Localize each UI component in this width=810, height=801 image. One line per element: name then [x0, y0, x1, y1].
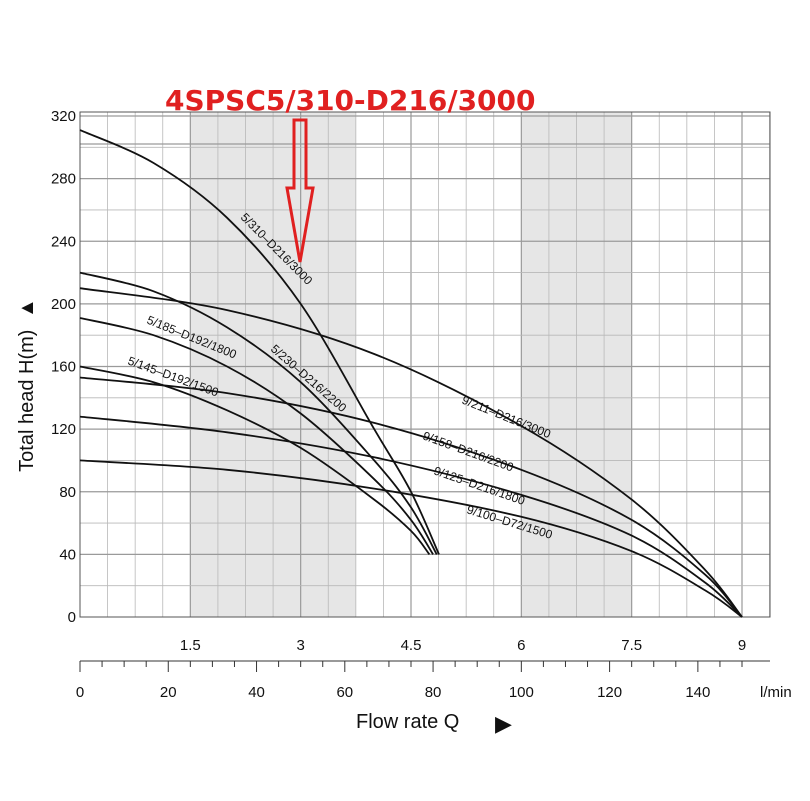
y-tick-label: 120: [51, 421, 76, 438]
x-tick-label-bottom: 120: [597, 684, 622, 701]
x-tick-label-top: 1.5: [180, 637, 201, 654]
x-axis-arrow-icon: ▶: [495, 712, 512, 737]
curve-1: [79, 271, 438, 555]
curve-2: [79, 317, 434, 555]
plot-border: [79, 111, 771, 618]
x-axis-label: Flow rate Q: [356, 711, 459, 733]
x-tick-label-bottom: 60: [336, 684, 353, 701]
y-tick-label: 320: [51, 108, 76, 125]
y-tick-label: 0: [68, 609, 76, 626]
y-axis-label: Total head H(m) ▲: [16, 298, 38, 472]
x-tick-label-bottom: 40: [248, 684, 265, 701]
x-tick-label-top: 4.5: [401, 637, 422, 654]
performance-curves: [79, 129, 743, 618]
x-tick-label-bottom: 0: [76, 684, 84, 701]
y-tick-label: 240: [51, 233, 76, 250]
x-tick-label-bottom: 80: [425, 684, 442, 701]
x-tick-label-bottom: 100: [509, 684, 534, 701]
x-axis-unit-lmin: l/min: [760, 684, 792, 701]
x-tick-labels-lmin: 0 20 40 60 80 100 120 140: [76, 684, 711, 701]
x-tick-label-top: 9: [738, 637, 746, 654]
x-tick-label-bottom: 20: [160, 684, 177, 701]
model-title: 4SPSC5/310-D216/3000: [165, 84, 536, 117]
x-tick-label-bottom: 140: [685, 684, 710, 701]
y-tick-label: 40: [59, 546, 76, 563]
y-axis-label-text: Total head H(m): [16, 330, 38, 472]
annotation-arrow: [285, 118, 315, 263]
x-tick-label-top: 7.5: [621, 637, 642, 654]
x-tick-labels-m3h: 1.5 3 4.5 6 7.5 9: [180, 637, 746, 654]
x-tick-label-top: 3: [296, 637, 304, 654]
curve-6: [79, 415, 743, 618]
curve-7: [79, 459, 743, 618]
y-tick-label: 200: [51, 296, 76, 313]
y-tick-label: 280: [51, 171, 76, 188]
y-tick-labels: 0 40 80 120 160 200 240 280 320: [51, 108, 76, 626]
plot-frame: [79, 111, 771, 672]
y-axis-arrow-icon: ▲: [16, 298, 38, 318]
grid-lines: [80, 112, 770, 617]
curve-0: [79, 129, 440, 555]
curve-3: [79, 365, 431, 555]
x-tick-label-top: 6: [517, 637, 525, 654]
y-tick-label: 80: [59, 484, 76, 501]
curve-5: [79, 376, 743, 618]
curve-4: [79, 287, 743, 618]
y-tick-label: 160: [51, 359, 76, 376]
